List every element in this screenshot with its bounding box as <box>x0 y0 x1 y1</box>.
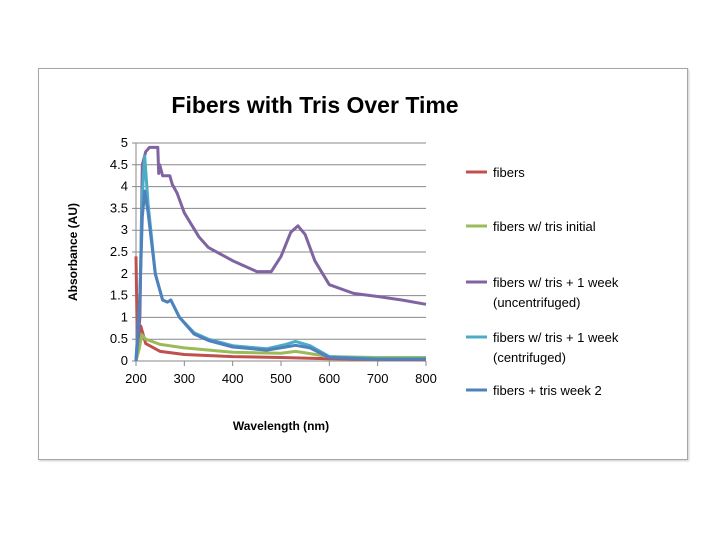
y-tick-label: 0.5 <box>110 331 128 346</box>
y-axis-label: Absorbance (AU) <box>66 203 80 301</box>
legend-label: (uncentrifuged) <box>493 295 580 310</box>
series-line-4 <box>134 189 426 362</box>
y-tick-label: 5 <box>121 135 128 150</box>
x-tick-label: 200 <box>125 371 147 386</box>
y-tick-label: 4.5 <box>110 157 128 172</box>
y-tick-label: 1.5 <box>110 288 128 303</box>
legend-label: fibers <box>493 165 525 180</box>
series-line-2 <box>134 145 427 362</box>
x-tick-label: 600 <box>318 371 340 386</box>
y-tick-label: 3.5 <box>110 200 128 215</box>
legend-label: fibers + tris week 2 <box>493 383 602 398</box>
chart-title: Fibers with Tris Over Time <box>171 92 459 118</box>
x-tick-label: 400 <box>222 371 244 386</box>
x-tick-label: 700 <box>367 371 389 386</box>
chart-frame <box>38 68 688 460</box>
x-tick-label: 800 <box>415 371 437 386</box>
x-tick-label: 300 <box>173 371 195 386</box>
x-tick-label: 500 <box>270 371 292 386</box>
y-tick-label: 0 <box>121 353 128 368</box>
legend-label: fibers w/ tris + 1 week <box>493 275 619 290</box>
legend-label: fibers w/ tris + 1 week <box>493 330 619 345</box>
y-tick-label: 4 <box>121 179 128 194</box>
y-tick-label: 3 <box>121 222 128 237</box>
y-tick-label: 2 <box>121 266 128 281</box>
legend-label: fibers w/ tris initial <box>493 219 596 234</box>
legend-label: (centrifuged) <box>493 350 566 365</box>
x-axis-label: Wavelength (nm) <box>233 419 329 433</box>
y-tick-label: 2.5 <box>110 244 128 259</box>
y-tick-label: 1 <box>121 309 128 324</box>
